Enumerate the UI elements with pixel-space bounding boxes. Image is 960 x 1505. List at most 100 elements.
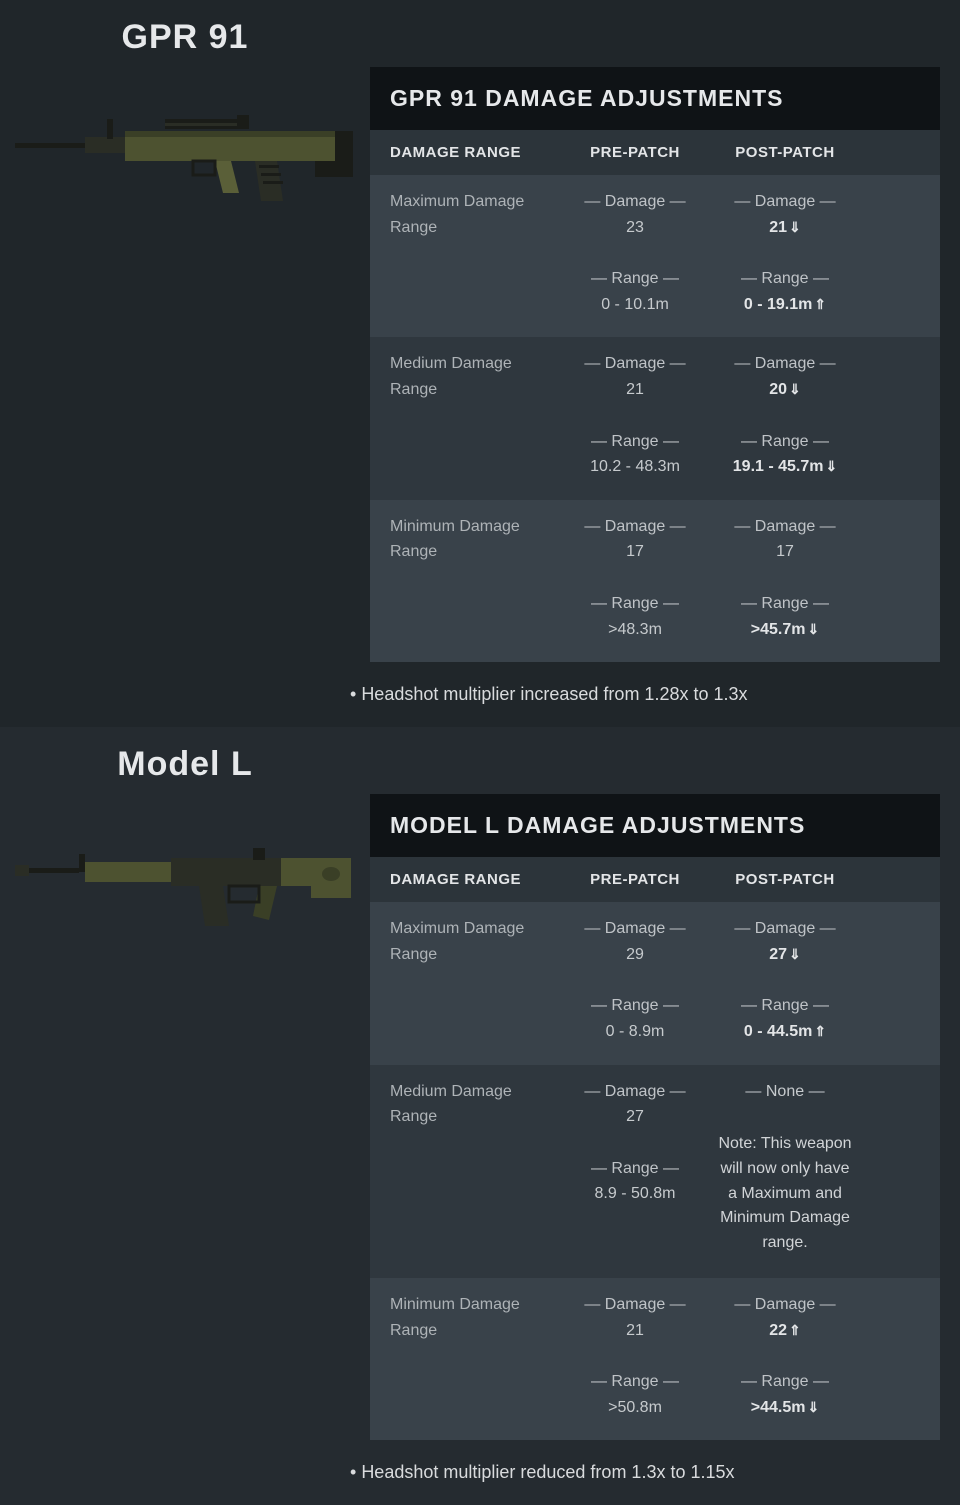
table-title: MODEL L DAMAGE ADJUSTMENTS xyxy=(370,794,940,857)
damage-label: — Damage — xyxy=(710,1292,860,1318)
range-label: — Range — xyxy=(560,429,710,455)
table-row: Minimum Damage Range — Damage — 21 — Ran… xyxy=(370,1278,940,1440)
down-arrow-icon: ⇓ xyxy=(789,219,801,235)
damage-value: 21⇓ xyxy=(710,215,860,241)
damage-table: MODEL L DAMAGE ADJUSTMENTS DAMAGE RANGE … xyxy=(370,794,960,1440)
damage-value: 23 xyxy=(560,215,710,241)
pre-patch-cell: — Damage — 17 — Range — >48.3m xyxy=(560,514,710,642)
damage-label: — Damage — xyxy=(710,189,860,215)
down-arrow-icon: ⇓ xyxy=(789,381,801,397)
table-row: Medium Damage Range — Damage — 27 — Rang… xyxy=(370,1065,940,1279)
weapon-name: GPR 91 xyxy=(0,0,370,67)
table-row: Maximum Damage Range — Damage — 23 — Ran… xyxy=(370,175,940,337)
damage-label: — Damage — xyxy=(560,351,710,377)
row-label: Medium Damage Range xyxy=(390,1079,560,1259)
range-value: 0 - 19.1m⇑ xyxy=(710,292,860,318)
down-arrow-icon: ⇓ xyxy=(807,1399,819,1415)
range-label: — Range — xyxy=(560,993,710,1019)
model-l-illustration-icon xyxy=(15,812,355,932)
damage-value: 29 xyxy=(560,942,710,968)
up-arrow-icon: ⇑ xyxy=(789,1322,801,1338)
range-value: 8.9 - 50.8m xyxy=(560,1181,710,1207)
damage-value: 27 xyxy=(560,1104,710,1130)
range-value: >44.5m⇓ xyxy=(710,1395,860,1421)
post-patch-cell: — Damage — 27⇓ — Range — 0 - 44.5m⇑ xyxy=(710,916,860,1044)
damage-table: GPR 91 DAMAGE ADJUSTMENTS DAMAGE RANGE P… xyxy=(370,67,960,662)
table-row: Medium Damage Range — Damage — 21 — Rang… xyxy=(370,337,940,499)
post-patch-cell: — Damage — 21⇓ — Range — 0 - 19.1m⇑ xyxy=(710,189,860,317)
range-label: — Range — xyxy=(560,1369,710,1395)
col-header-damage-range: DAMAGE RANGE xyxy=(390,871,560,888)
down-arrow-icon: ⇓ xyxy=(807,621,819,637)
weapon-section-gpr91: GPR 91 xyxy=(0,0,960,727)
row-label: Maximum Damage Range xyxy=(390,916,560,1044)
damage-label: — Damage — xyxy=(710,916,860,942)
post-patch-cell: — Damage — 20⇓ — Range — 19.1 - 45.7m⇓ xyxy=(710,351,860,479)
col-header-post: POST-PATCH xyxy=(710,144,860,161)
weapon-note-wrap: • Headshot multiplier reduced from 1.3x … xyxy=(0,1440,960,1505)
post-patch-cell: — Damage — 17 — Range — >45.7m⇓ xyxy=(710,514,860,642)
pre-patch-cell: — Damage — 27 — Range — 8.9 - 50.8m xyxy=(560,1079,710,1259)
table-header-row: DAMAGE RANGE PRE-PATCH POST-PATCH xyxy=(370,130,940,175)
none-label: — None — xyxy=(710,1079,860,1105)
post-patch-cell: — Damage — 22⇑ — Range — >44.5m⇓ xyxy=(710,1292,860,1420)
gpr91-illustration-icon xyxy=(15,85,355,205)
range-value: 0 - 44.5m⇑ xyxy=(710,1019,860,1045)
up-arrow-icon: ⇑ xyxy=(814,296,826,312)
damage-label: — Damage — xyxy=(560,514,710,540)
damage-label: — Damage — xyxy=(560,189,710,215)
range-label: — Range — xyxy=(710,591,860,617)
range-label: — Range — xyxy=(560,266,710,292)
row-label: Medium Damage Range xyxy=(390,351,560,479)
damage-label: — Damage — xyxy=(560,1292,710,1318)
range-label: — Range — xyxy=(710,266,860,292)
range-value: >48.3m xyxy=(560,617,710,643)
post-patch-cell: — None — Note: This weapon will now only… xyxy=(710,1079,860,1259)
range-label: — Range — xyxy=(710,993,860,1019)
weapon-section-model-l: Model L xyxy=(0,727,960,1505)
col-header-damage-range: DAMAGE RANGE xyxy=(390,144,560,161)
range-label: — Range — xyxy=(710,1369,860,1395)
pre-patch-cell: — Damage — 29 — Range — 0 - 8.9m xyxy=(560,916,710,1044)
down-arrow-icon: ⇓ xyxy=(826,458,838,474)
col-header-pre: PRE-PATCH xyxy=(560,144,710,161)
pre-patch-cell: — Damage — 23 — Range — 0 - 10.1m xyxy=(560,189,710,317)
damage-label: — Damage — xyxy=(710,351,860,377)
weapon-name: Model L xyxy=(0,727,370,794)
damage-label: — Damage — xyxy=(710,514,860,540)
damage-value: 17 xyxy=(710,539,860,565)
weapon-top-row: MODEL L DAMAGE ADJUSTMENTS DAMAGE RANGE … xyxy=(0,794,960,1440)
weapon-image xyxy=(0,67,370,205)
damage-label: — Damage — xyxy=(560,916,710,942)
pre-patch-cell: — Damage — 21 — Range — >50.8m xyxy=(560,1292,710,1420)
weapon-image xyxy=(0,794,370,932)
range-value: 0 - 8.9m xyxy=(560,1019,710,1045)
up-arrow-icon: ⇑ xyxy=(814,1023,826,1039)
damage-value: 20⇓ xyxy=(710,377,860,403)
damage-value: 27⇓ xyxy=(710,942,860,968)
range-label: — Range — xyxy=(560,591,710,617)
range-value: 10.2 - 48.3m xyxy=(560,454,710,480)
weapon-note: • Headshot multiplier increased from 1.2… xyxy=(350,662,960,727)
damage-value: 22⇑ xyxy=(710,1318,860,1344)
table-header-row: DAMAGE RANGE PRE-PATCH POST-PATCH xyxy=(370,857,940,902)
weapon-note-wrap: • Headshot multiplier increased from 1.2… xyxy=(0,662,960,727)
row-label: Maximum Damage Range xyxy=(390,189,560,317)
row-label: Minimum Damage Range xyxy=(390,514,560,642)
range-label: — Range — xyxy=(710,429,860,455)
range-label: — Range — xyxy=(560,1156,710,1182)
table-row: Maximum Damage Range — Damage — 29 — Ran… xyxy=(370,902,940,1064)
damage-label: — Damage — xyxy=(560,1079,710,1105)
damage-value: 21 xyxy=(560,377,710,403)
post-note: Note: This weapon will now only have a M… xyxy=(710,1130,860,1258)
weapon-top-row: GPR 91 DAMAGE ADJUSTMENTS DAMAGE RANGE P… xyxy=(0,67,960,662)
range-value: 0 - 10.1m xyxy=(560,292,710,318)
range-value: >50.8m xyxy=(560,1395,710,1421)
pre-patch-cell: — Damage — 21 — Range — 10.2 - 48.3m xyxy=(560,351,710,479)
damage-value: 21 xyxy=(560,1318,710,1344)
range-value: 19.1 - 45.7m⇓ xyxy=(710,454,860,480)
col-header-post: POST-PATCH xyxy=(710,871,860,888)
table-title: GPR 91 DAMAGE ADJUSTMENTS xyxy=(370,67,940,130)
range-value: >45.7m⇓ xyxy=(710,617,860,643)
weapon-note: • Headshot multiplier reduced from 1.3x … xyxy=(350,1440,960,1505)
